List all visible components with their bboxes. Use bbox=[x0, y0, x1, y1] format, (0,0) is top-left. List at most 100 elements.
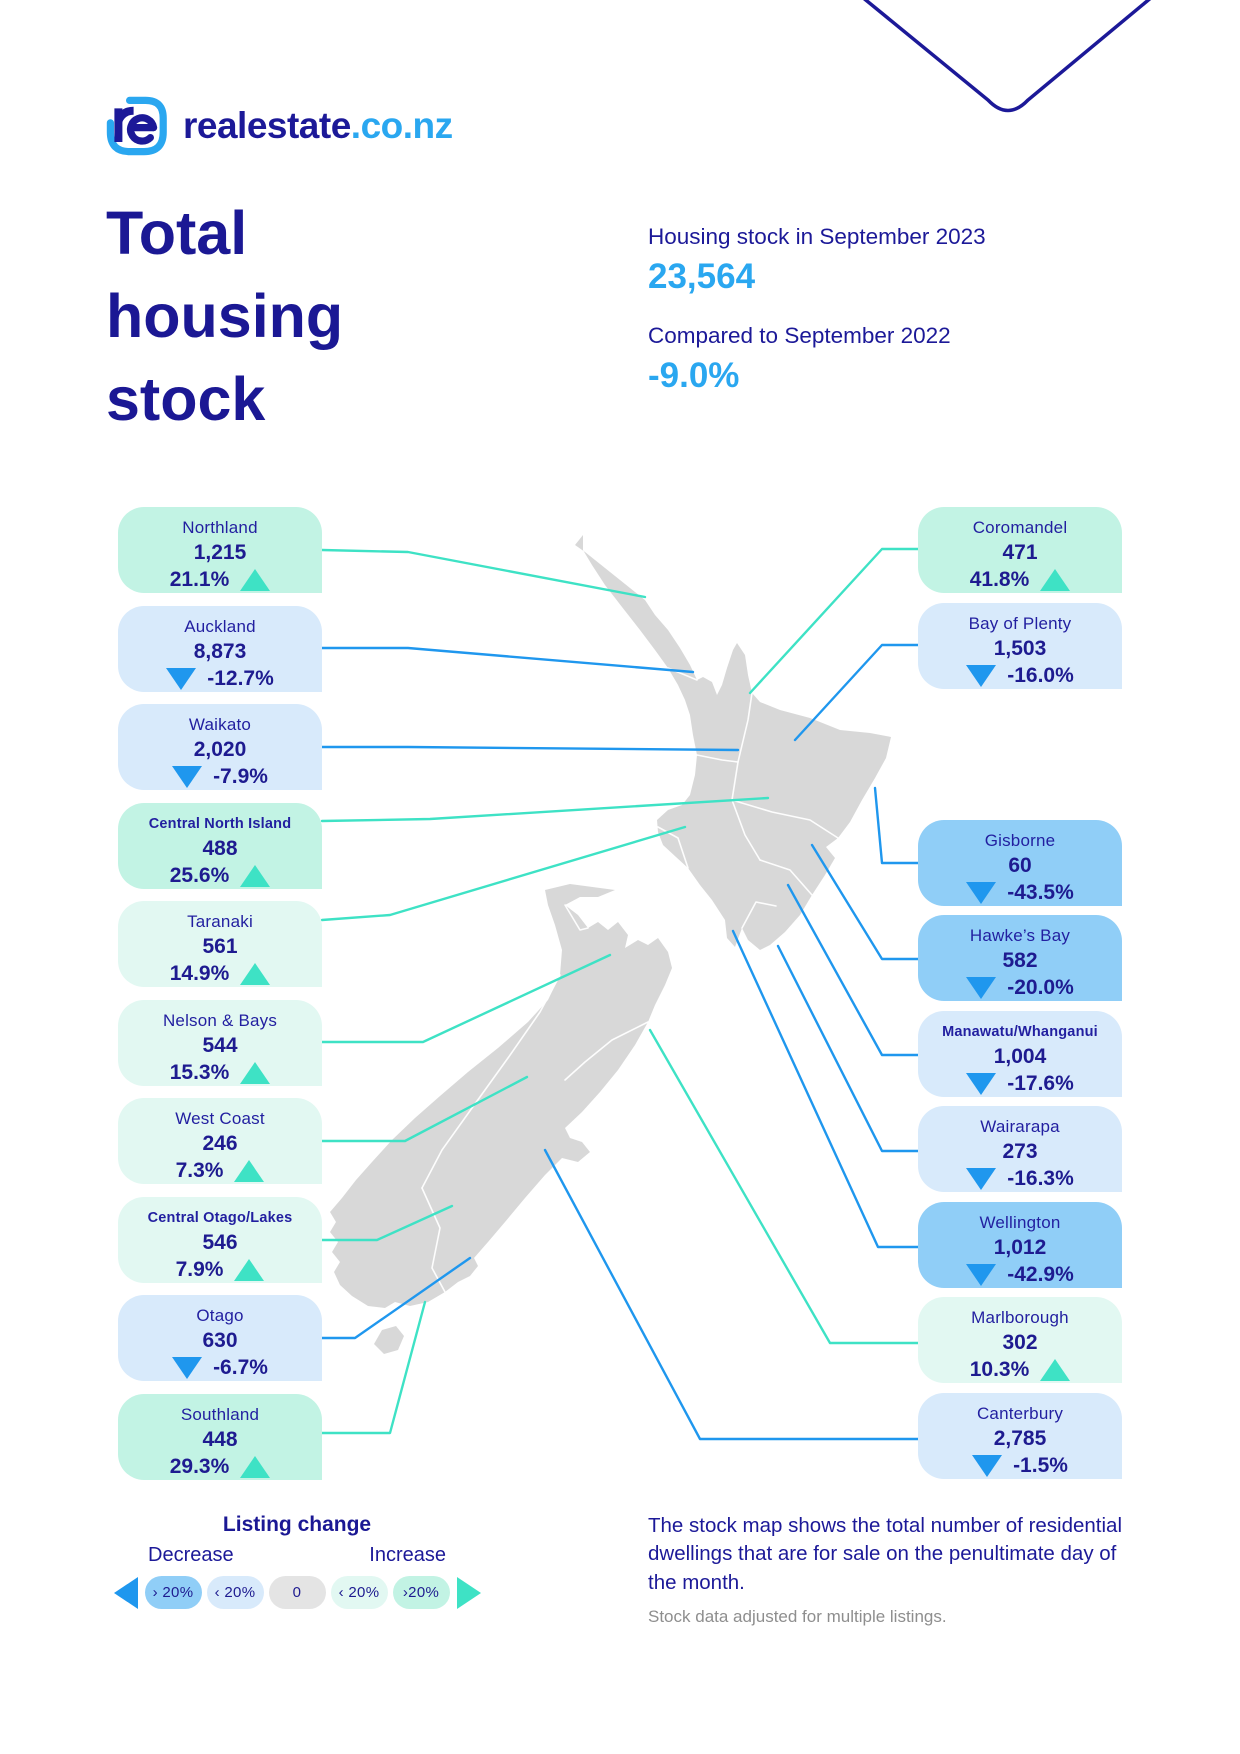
legend-pill: › 20% bbox=[144, 1576, 202, 1609]
legend-pill: 0 bbox=[268, 1576, 326, 1609]
region-change-value: -17.6% bbox=[1007, 1071, 1074, 1095]
region-change: -7.9% bbox=[118, 764, 322, 790]
stat-label: Compared to September 2022 bbox=[648, 323, 951, 348]
region-card: Otago 630 -6.7% bbox=[118, 1295, 322, 1381]
region-value: 2,020 bbox=[193, 738, 247, 761]
region-change: 25.6% bbox=[118, 863, 322, 889]
listing-change-legend: Listing change Decrease Increase › 20% ‹ … bbox=[106, 1513, 488, 1609]
region-card: Bay of Plenty 1,503 -16.0% bbox=[918, 602, 1122, 689]
south-island-shape bbox=[330, 884, 672, 1308]
title-line: Total bbox=[106, 199, 248, 267]
connector-auckland bbox=[320, 646, 695, 674]
region-cards-right: Coromandel 471 41.8% Bay of Plenty 1,503 -16.… bbox=[918, 507, 1122, 1479]
region-name: Taranaki bbox=[187, 912, 253, 931]
region-change: 7.9% bbox=[118, 1257, 322, 1283]
region-change-value: 14.9% bbox=[169, 962, 230, 985]
realestate-logo-icon bbox=[106, 96, 167, 156]
north-island-shape bbox=[575, 535, 891, 950]
region-value: 471 bbox=[1002, 541, 1038, 564]
region-change: -43.5% bbox=[918, 880, 1122, 906]
region-change-value: 15.3% bbox=[169, 1060, 230, 1084]
region-change-value: 29.3% bbox=[169, 1454, 230, 1478]
region-change: -42.9% bbox=[918, 1262, 1122, 1288]
increase-arrow-icon bbox=[456, 1576, 481, 1609]
region-value: 302 bbox=[1002, 1331, 1038, 1354]
region-value: 60 bbox=[1008, 853, 1032, 877]
title-line: housing bbox=[106, 282, 344, 350]
decrease-triangle-icon bbox=[966, 881, 997, 904]
decrease-triangle-icon bbox=[966, 1168, 997, 1190]
footer-note: Stock data adjusted for multiple listing… bbox=[648, 1606, 947, 1626]
legend-increase-label: Increase bbox=[369, 1544, 446, 1566]
region-change-value: -12.7% bbox=[207, 666, 274, 690]
headline-stats: Housing stock in September 2023 23,564 C… bbox=[648, 222, 1118, 398]
decrease-triangle-icon bbox=[966, 1072, 997, 1095]
connector-taranaki bbox=[320, 825, 687, 922]
region-name: Southland bbox=[180, 1404, 260, 1424]
stat-value: 23,564 bbox=[648, 257, 756, 296]
region-card: Nelson & Bays 544 15.3% bbox=[118, 999, 322, 1086]
region-card: Gisborne 60 -43.5% bbox=[918, 819, 1122, 906]
region-change-value: -6.7% bbox=[213, 1356, 268, 1379]
connector-otago bbox=[320, 1256, 472, 1340]
decrease-triangle-icon bbox=[966, 1263, 997, 1286]
increase-triangle-icon bbox=[240, 1455, 271, 1478]
region-change: -20.0% bbox=[918, 975, 1122, 1001]
page-title: Total housing stock bbox=[106, 192, 343, 441]
region-card: Central Otago/Lakes 546 7.9% bbox=[118, 1196, 322, 1283]
region-card: Wairarapa 273 -16.3% bbox=[918, 1106, 1122, 1192]
connector-gisborne bbox=[873, 786, 920, 865]
footer-description: The stock map shows the total number of … bbox=[648, 1514, 1123, 1594]
increase-triangle-icon bbox=[1040, 1359, 1071, 1381]
region-value: 1,215 bbox=[193, 541, 247, 564]
connector-wairarapa bbox=[776, 944, 920, 1153]
region-value: 488 bbox=[202, 836, 238, 860]
connector-wellington bbox=[731, 929, 920, 1249]
stat-label: Housing stock in September 2023 bbox=[648, 224, 986, 249]
increase-triangle-icon bbox=[1040, 569, 1071, 591]
region-card: Auckland 8,873 -12.7% bbox=[118, 605, 322, 692]
region-value: 544 bbox=[202, 1033, 238, 1057]
legend-decrease-label: Decrease bbox=[148, 1544, 234, 1566]
region-change: 15.3% bbox=[118, 1060, 322, 1086]
region-value: 2,785 bbox=[993, 1426, 1047, 1450]
region-card: Coromandel 471 41.8% bbox=[918, 507, 1122, 593]
region-name: Bay of Plenty bbox=[968, 613, 1072, 633]
region-value: 273 bbox=[1002, 1140, 1038, 1163]
region-name: Gisborne bbox=[984, 830, 1056, 850]
region-card: West Coast 246 7.3% bbox=[118, 1098, 322, 1184]
increase-triangle-icon bbox=[240, 569, 271, 591]
region-name: Nelson & Bays bbox=[162, 1010, 278, 1030]
region-name: Manawatu/Whanganui bbox=[942, 1023, 1098, 1040]
increase-triangle-icon bbox=[234, 1258, 265, 1281]
footer: The stock map shows the total number of … bbox=[648, 1512, 1140, 1627]
region-change-value: -42.9% bbox=[1007, 1262, 1074, 1286]
region-card: Southland 448 29.3% bbox=[118, 1393, 322, 1480]
region-change-value: 7.3% bbox=[175, 1159, 224, 1182]
region-change-value: 10.3% bbox=[969, 1358, 1030, 1381]
region-value: 1,004 bbox=[993, 1044, 1047, 1068]
region-value: 561 bbox=[202, 935, 238, 958]
region-change-value: 41.8% bbox=[969, 568, 1030, 591]
decrease-triangle-icon bbox=[172, 1357, 203, 1379]
connector-waikato bbox=[320, 745, 740, 752]
region-name: Auckland bbox=[184, 616, 256, 636]
region-change: -17.6% bbox=[918, 1071, 1122, 1097]
region-change: -12.7% bbox=[118, 666, 322, 692]
connector-bay-of-plenty bbox=[793, 643, 920, 742]
stewart-island-shape bbox=[374, 1326, 404, 1354]
region-name: Otago bbox=[196, 1306, 244, 1325]
region-name: Northland bbox=[182, 518, 258, 537]
title-line: stock bbox=[106, 365, 266, 433]
decrease-triangle-icon bbox=[966, 664, 997, 687]
connector-southland bbox=[320, 1300, 427, 1435]
region-value: 1,503 bbox=[993, 636, 1047, 660]
decrease-triangle-icon bbox=[166, 667, 197, 690]
region-name: Canterbury bbox=[976, 1403, 1064, 1423]
region-change-value: 25.6% bbox=[169, 863, 230, 887]
connector-nelson-bays bbox=[320, 953, 612, 1044]
region-change-value: 7.9% bbox=[175, 1257, 224, 1281]
region-name: Marlborough bbox=[971, 1308, 1069, 1327]
region-value: 246 bbox=[202, 1132, 238, 1155]
